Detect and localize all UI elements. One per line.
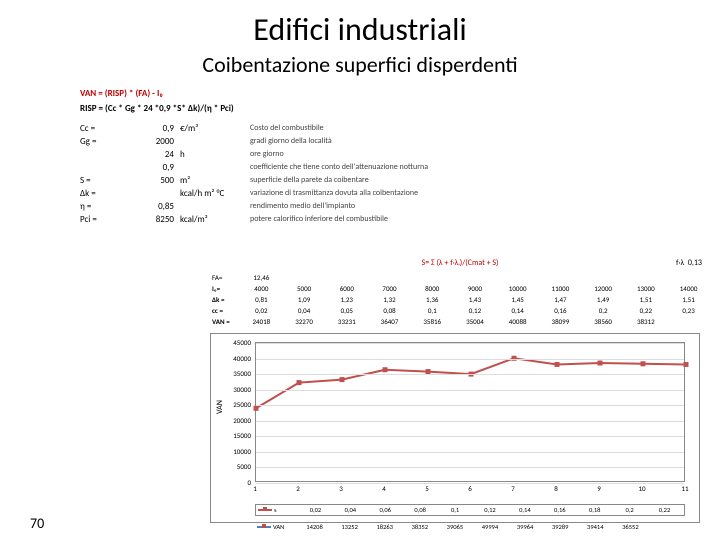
van-formula: VAN = (RISP) * (FA) - I₀	[80, 88, 720, 99]
chart-legend: s 0,020,040,060,080,10,120,140,160,180,2…	[255, 504, 685, 516]
params-table: Cc =0,9€/m³Costo del combustibileGg =200…	[80, 122, 434, 226]
line-series	[256, 343, 684, 481]
risp-formula: RISP = (Cc * Gg * 24 *0,9 *S* Δk)/(η * P…	[80, 103, 720, 114]
page-number: 70	[30, 515, 44, 532]
s-formula: S= Σ (λ + f·λᵢ)/(Cmat + S)	[210, 258, 710, 268]
formula-block: VAN = (RISP) * (FA) - I₀ RISP = (Cc * Gg…	[80, 88, 720, 226]
van-chart: VAN 050001000015000200002500030000350004…	[210, 333, 700, 523]
chart-legend-2: VAN 142081325218263383523906549994399643…	[255, 522, 685, 532]
page-subtitle: Coibentazione superfici disperdenti	[0, 51, 720, 78]
s-rhs: f·λ 0,13	[676, 258, 702, 268]
page-title: Edifici industriali	[0, 10, 720, 49]
plot-area	[255, 342, 685, 482]
lower-block: S= Σ (λ + f·λᵢ)/(Cmat + S) f·λ 0,13 FA=1…	[210, 258, 710, 523]
data-table: FA=12,46 I₀=4000500060007000800090001000…	[210, 272, 710, 327]
